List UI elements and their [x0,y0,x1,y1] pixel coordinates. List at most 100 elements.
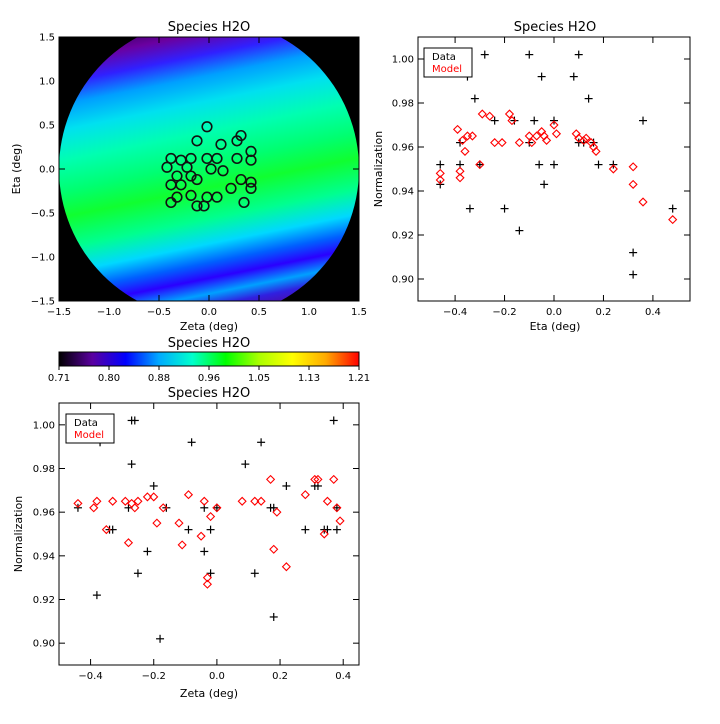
eta-data-point [629,248,638,257]
eta-data-point [436,160,445,169]
zeta-y-tick-label: 0.98 [33,464,55,475]
eta-x-tick-label: −0.4 [443,307,467,318]
eta-title: Species H2O [514,20,596,35]
source-circle [191,173,203,186]
eta-x-tick-label: 0.2 [596,307,612,318]
source-circle [245,154,257,166]
heatmap-x-ticks: −1.5 −1.0 −0.5 0.0 0.5 1.0 1.5 [47,37,367,318]
zeta-model-point [130,503,140,513]
eta-y-tick-label: 0.96 [392,143,414,154]
zeta-model-point [133,496,143,506]
source-circle [211,191,223,203]
zeta-data-point [329,416,338,425]
eta-data-point [456,138,465,147]
heatmap-field [59,37,359,301]
source-circle [235,129,247,142]
zeta-data-point [200,547,209,556]
zeta-model-point [183,490,194,500]
zeta-legend: Data Model [65,413,115,444]
zeta-data-point [301,525,310,534]
zeta-model-point [269,544,279,554]
colorbar-title: Species H2O [168,336,250,351]
zeta-model-point [202,573,212,583]
source-circle [231,152,243,165]
colorbar-tick-label: 1.05 [248,373,270,384]
eta-data-point [470,94,479,103]
eta-data-point [510,116,519,125]
source-circle [198,200,210,212]
eta-data-point [465,204,474,213]
zeta-y-ticks: 0.90 0.92 0.94 0.96 0.98 1.00 [33,420,359,650]
source-circle [235,173,247,186]
source-circle [185,170,197,182]
zeta-data-point [143,547,152,556]
eta-y-ticks: 0.90 0.92 0.94 0.96 0.98 1.00 [392,55,690,286]
eta-model-point [608,164,618,174]
zeta-model-point [73,498,83,509]
eta-model-point [549,120,559,130]
zeta-model-point [202,579,212,589]
eta-model-point [504,109,515,119]
zeta-data-point [323,525,332,534]
zeta-data-series [73,416,341,643]
eta-data-point [584,94,593,103]
zeta-model-point [149,492,159,502]
eta-model-point [435,168,445,178]
eta-model-point [455,173,465,183]
zeta-scatter-panel: Species H2O −0.4 −0.2 0.0 0.2 0.4 0.900.920.… [12,386,360,700]
zeta-model-point [174,518,184,528]
eta-data-point [475,160,484,169]
heatmap-y-tick-label: 0.0 [39,165,55,176]
eta-x-tick-label: 0.4 [645,307,661,318]
zeta-data-point [257,438,266,447]
zeta-data-point [241,460,250,469]
eta-y-tick-label: 1.00 [392,55,414,66]
zeta-model-point [177,540,187,550]
source-circle [185,189,197,201]
zeta-data-point [149,481,158,490]
eta-model-point [485,111,495,121]
eta-model-point [457,135,468,145]
eta-model-point [574,133,584,143]
zeta-model-point [196,531,206,541]
zeta-model-point [89,503,99,513]
eta-data-point [594,160,603,169]
eta-data-point [535,160,544,169]
source-circle [217,165,229,177]
eta-y-tick-label: 0.90 [392,275,414,286]
zeta-model-point [300,490,310,500]
source-circle [238,196,250,209]
heatmap-x-tick-label: −0.5 [147,307,171,318]
source-circles [161,121,257,212]
eta-model-point [514,138,524,148]
eta-data-point [639,116,648,125]
eta-legend-box [423,47,473,78]
zeta-data-point [282,481,291,490]
zeta-y-tick-label: 0.90 [33,639,55,650]
zeta-x-ticks: −0.4 −0.2 0.0 0.2 0.4 [78,403,351,682]
zeta-model-point [142,492,152,502]
zeta-title: Species H2O [168,386,250,401]
zeta-y-tick-label: 0.94 [33,551,55,562]
eta-data-point [569,72,578,81]
eta-model-point [490,138,500,148]
zeta-model-point [212,503,222,513]
eta-legend-data: Data [432,52,456,63]
eta-x-ticks: −0.4 −0.2 0.0 0.2 0.4 [443,37,661,318]
eta-model-point [628,179,638,189]
zeta-model-point [101,525,111,535]
eta-legend-model: Model [432,64,462,75]
eta-scatter-panel: Species H2O −0.4 −0.2 0.0 0.2 0.4 0.900.920.… [372,20,691,333]
zeta-model-point [335,516,345,526]
source-circle [211,152,223,165]
colorbar-tick-label: 0.80 [98,373,120,384]
zeta-model-series [73,474,345,589]
eta-data-series [436,50,677,279]
eta-x-tick-label: 0.0 [546,307,562,318]
zeta-data-point [92,591,101,600]
eta-legend: Data Model [423,47,473,78]
eta-model-point [507,116,517,126]
heatmap-y-tick-label: −0.5 [31,209,55,220]
eta-data-point [540,180,549,189]
